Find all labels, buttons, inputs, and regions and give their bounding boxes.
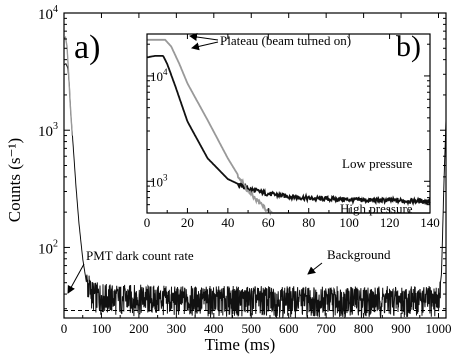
x-tick-label-700: 700 [316, 321, 336, 336]
main-series-1-line [63, 35, 73, 136]
inset-y-tick-label-1000: 103 [150, 172, 168, 189]
y-tick-label-1000: 103 [38, 121, 58, 140]
x-tick-label-0: 0 [61, 321, 68, 336]
x-tick-label-900: 900 [391, 321, 411, 336]
annotation-plateau-arrow [189, 33, 219, 41]
annotation-plateau-arrow-2 [191, 41, 219, 51]
inset-x-tick-label-20: 20 [181, 215, 194, 230]
x-tick-label-200: 200 [129, 321, 149, 336]
annotation-plateau: Plateau (beam turned on) [220, 33, 351, 48]
inset-background [145, 32, 431, 214]
inset-x-tick-label-60: 60 [262, 215, 275, 230]
annotation-background: Background [327, 247, 391, 262]
inset-x-tick-label-40: 40 [221, 215, 234, 230]
y-tick-label-10000: 104 [38, 4, 58, 23]
inset-x-tick-label-120: 120 [380, 215, 400, 230]
inset-y-tick-label-10000: 104 [150, 67, 168, 84]
x-axis-label: Time (ms) [205, 335, 276, 354]
x-tick-label-300: 300 [167, 321, 187, 336]
inset-ticks-group: 0 20 40 60 80 100 120 140 103 104 [144, 34, 440, 230]
y-tick-label-100: 102 [38, 238, 58, 257]
annotation-background-arrow [307, 262, 323, 275]
y-axis-label: Counts (s⁻¹) [5, 138, 24, 222]
inset-x-tick-label-80: 80 [302, 215, 315, 230]
inset-chart: 0 20 40 60 80 100 120 140 103 104 b) Plateau (bea… [144, 30, 440, 230]
panel-label-b: b) [396, 30, 421, 63]
panel-label-a: a) [74, 29, 100, 66]
inset-x-tick-label-0: 0 [144, 215, 151, 230]
x-tick-label-1000: 1000 [426, 321, 452, 336]
x-tick-label-400: 400 [204, 321, 224, 336]
x-tick-label-100: 100 [92, 321, 112, 336]
inset-x-tick-label-140: 140 [420, 215, 440, 230]
main-series-0-line [63, 63, 447, 318]
main-ticks-group: 0 100 200 300 400 500 600 700 800 900 100010210310… [38, 4, 452, 336]
series-label-low-pressure: Low pressure [342, 156, 413, 171]
inset-series-0-line [146, 55, 431, 207]
inset-x-tick-label-100: 100 [339, 215, 359, 230]
x-tick-label-600: 600 [279, 321, 299, 336]
series-label-high-pressure: High pressure [340, 201, 413, 216]
x-tick-label-800: 800 [354, 321, 374, 336]
main-series-group [63, 35, 447, 318]
annotation-dark-count-arrow [67, 263, 85, 294]
x-tick-label-500: 500 [242, 321, 262, 336]
main-chart: 0 100 200 300 400 500 600 700 800 900 100010210310… [5, 4, 452, 354]
annotation-dark-count: PMT dark count rate [86, 248, 194, 263]
